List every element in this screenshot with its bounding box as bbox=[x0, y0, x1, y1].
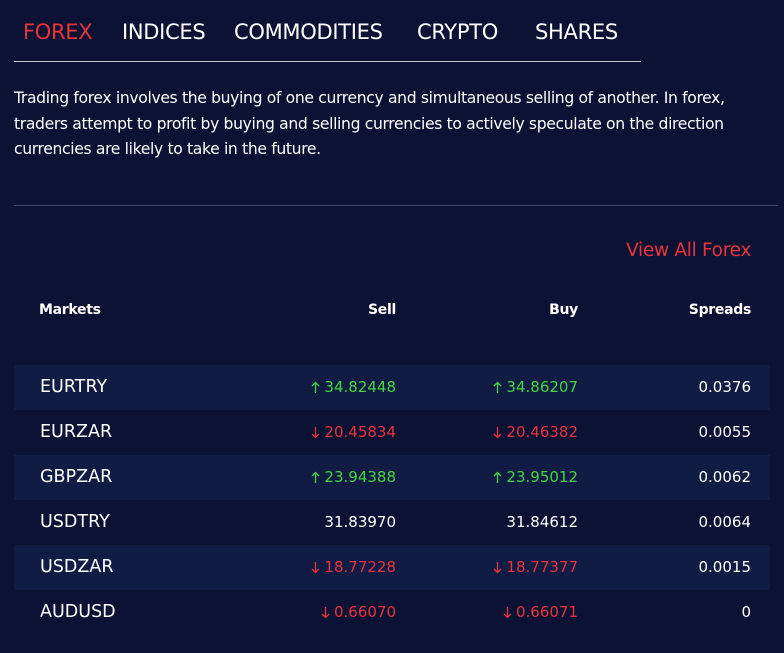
table-row: EURZAR 20.45834 20.46382 0.0055 bbox=[14, 410, 770, 455]
spread-value: 0.0062 bbox=[698, 468, 752, 486]
tab[interactable]: FOREX bbox=[23, 20, 93, 44]
table-row: USDTRY 31.83970 31.84612 0.0064 bbox=[14, 500, 770, 545]
table-row: USDZAR 18.77228 18.77377 0.0015 bbox=[14, 545, 770, 590]
tab[interactable]: COMMODITIES bbox=[234, 20, 383, 44]
sell-value: 34.82448 bbox=[324, 378, 396, 396]
sell-value: 18.77228 bbox=[324, 558, 396, 576]
trend-arrow bbox=[503, 607, 512, 619]
sell-value: 31.83970 bbox=[324, 513, 396, 531]
buy-price: 0.66071 bbox=[503, 590, 578, 635]
column-header: Markets bbox=[39, 302, 101, 318]
buy-price: 23.95012 bbox=[493, 455, 578, 500]
buy-value: 20.46382 bbox=[506, 423, 578, 441]
trend-arrow bbox=[311, 381, 320, 393]
buy-price: 18.77377 bbox=[493, 545, 578, 590]
tab[interactable]: SHARES bbox=[535, 20, 618, 44]
buy-value: 34.86207 bbox=[506, 378, 578, 396]
sell-value: 0.66070 bbox=[333, 603, 396, 621]
spread-value: 0.0064 bbox=[698, 513, 752, 531]
view-all-link[interactable]: View All Forex bbox=[626, 240, 751, 261]
table-row: EURTRY 34.82448 34.86207 0.0376 bbox=[14, 365, 770, 410]
tab[interactable]: INDICES bbox=[122, 20, 206, 44]
column-header: Buy bbox=[549, 302, 578, 318]
market-name: EURTRY bbox=[40, 377, 108, 397]
sell-value: 20.45834 bbox=[324, 423, 396, 441]
table-row: AUDUSD 0.66070 0.66071 0 bbox=[14, 590, 770, 635]
description: Trading forex involves the buying of one… bbox=[14, 89, 725, 158]
buy-price: 20.46382 bbox=[493, 410, 578, 455]
trend-arrow bbox=[493, 381, 502, 393]
sell-price: 0.66070 bbox=[321, 590, 396, 635]
buy-value: 31.84612 bbox=[506, 513, 578, 531]
sell-value: 23.94388 bbox=[324, 468, 396, 486]
spread-value: 0.0015 bbox=[698, 558, 752, 576]
market-name: EURZAR bbox=[40, 422, 113, 442]
market-name: AUDUSD bbox=[40, 602, 116, 622]
sell-price: 23.94388 bbox=[311, 455, 396, 500]
buy-price: 31.84612 bbox=[506, 500, 578, 545]
trend-arrow bbox=[311, 471, 320, 483]
spread-value: 0.0376 bbox=[698, 378, 752, 396]
trend-arrow bbox=[311, 427, 320, 439]
spread-value: 0.0055 bbox=[698, 423, 752, 441]
sell-price: 18.77228 bbox=[311, 545, 396, 590]
trend-arrow bbox=[493, 562, 502, 574]
table-row: GBPZAR 23.94388 23.95012 0.0062 bbox=[14, 455, 770, 500]
market-name: GBPZAR bbox=[40, 467, 113, 487]
market-name: USDZAR bbox=[40, 557, 114, 577]
divider bbox=[14, 205, 778, 206]
tab-underline bbox=[14, 61, 641, 62]
sell-price: 20.45834 bbox=[311, 410, 396, 455]
buy-price: 34.86207 bbox=[493, 365, 578, 410]
sell-price: 34.82448 bbox=[311, 365, 396, 410]
tab[interactable]: CRYPTO bbox=[417, 20, 498, 44]
trend-arrow bbox=[493, 427, 502, 439]
market-name: USDTRY bbox=[40, 512, 110, 532]
buy-value: 18.77377 bbox=[506, 558, 578, 576]
spread-value: 0 bbox=[741, 603, 751, 621]
trend-arrow bbox=[493, 471, 502, 483]
sell-price: 31.83970 bbox=[324, 500, 396, 545]
trend-arrow bbox=[311, 562, 320, 574]
column-header: Sell bbox=[368, 302, 396, 318]
buy-value: 23.95012 bbox=[506, 468, 578, 486]
column-header: Spreads bbox=[688, 302, 752, 318]
trend-arrow bbox=[321, 607, 330, 619]
buy-value: 0.66071 bbox=[515, 603, 578, 621]
